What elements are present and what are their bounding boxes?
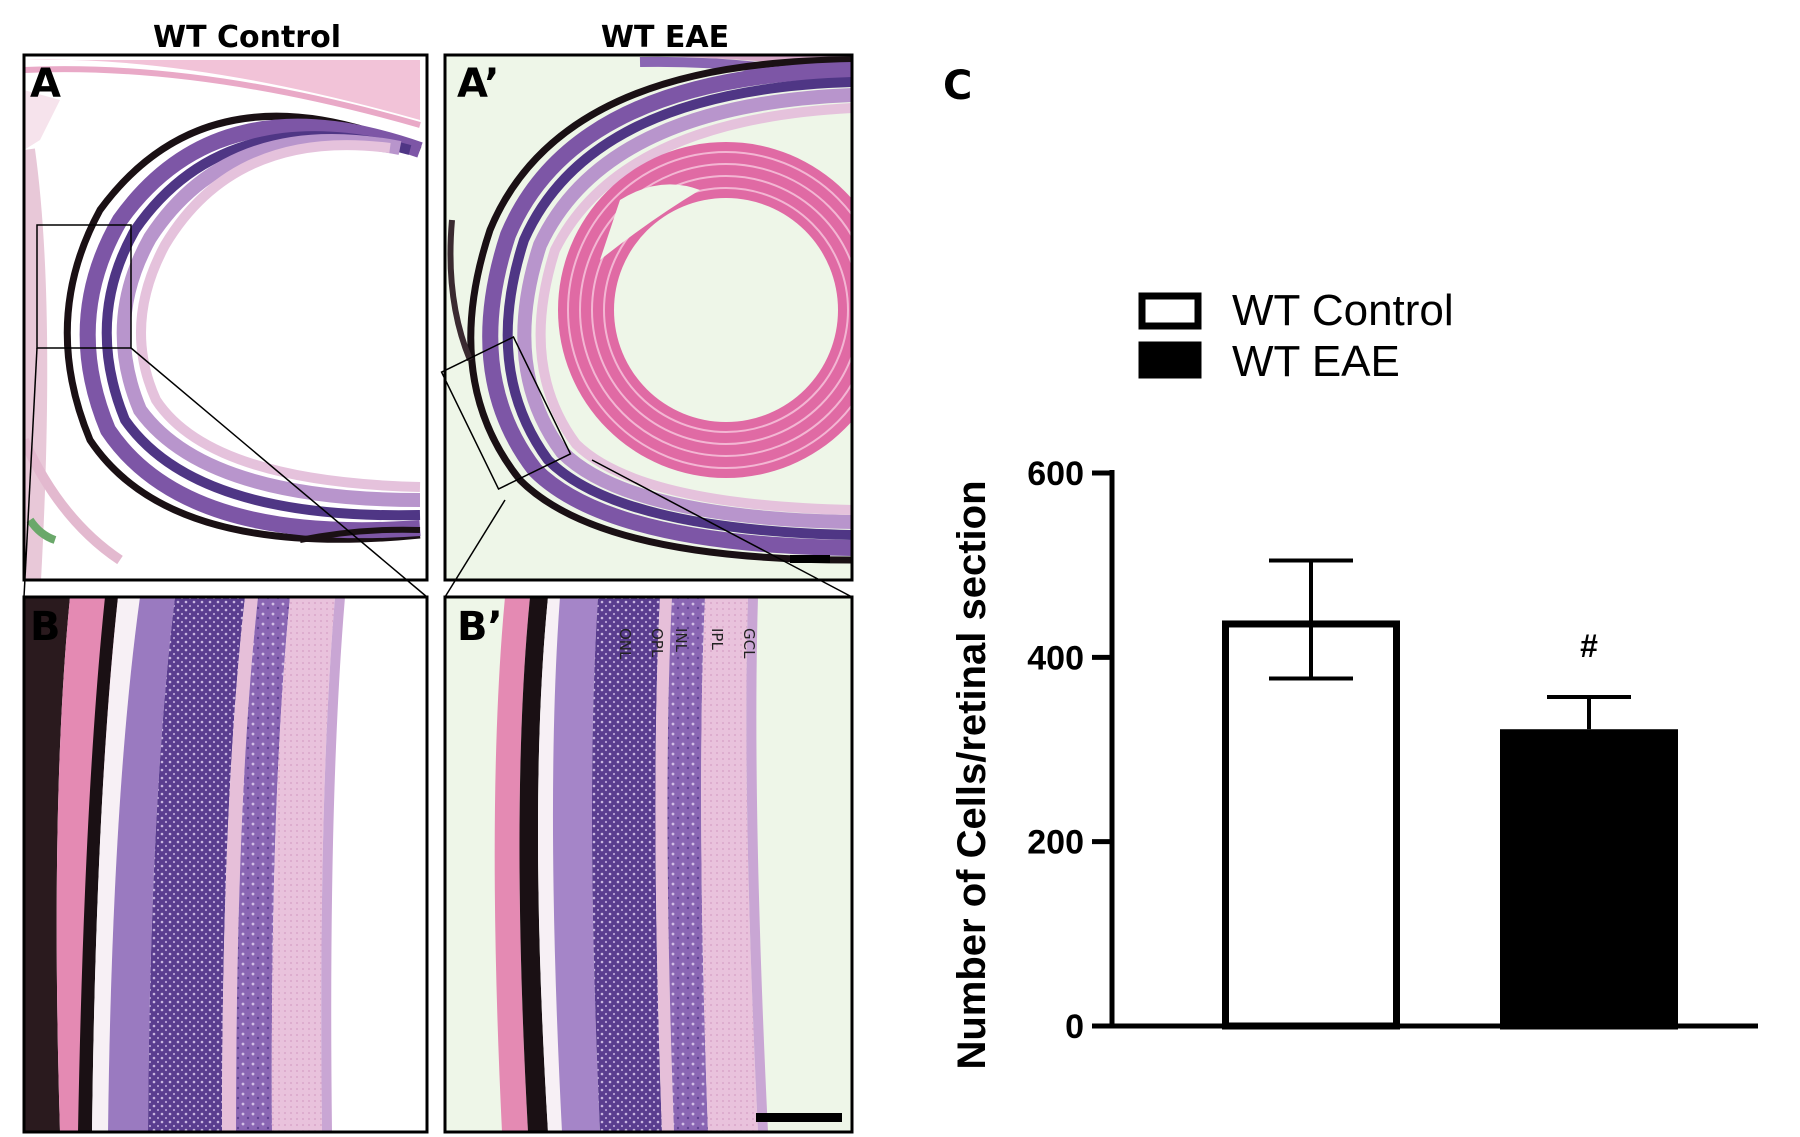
layer-label-inl: INL bbox=[672, 628, 690, 653]
panel-letter-a-prime: A’ bbox=[457, 61, 499, 107]
layer-label-onl: ONL bbox=[616, 628, 634, 660]
micrograph-panel-b-prime: ONL OPL INL IPL GCL bbox=[443, 595, 854, 1134]
panel-letter-c: C bbox=[943, 63, 972, 109]
bar-wt-eae bbox=[1500, 729, 1678, 1030]
legend-swatch-eae bbox=[1138, 341, 1202, 379]
layer-label-opl: OPL bbox=[648, 628, 666, 658]
y-tick-label: 400 bbox=[1027, 639, 1084, 677]
layer-label-gcl: GCL bbox=[740, 628, 758, 659]
column-title-control: WT Control bbox=[153, 20, 341, 55]
y-tick-label: 600 bbox=[1027, 455, 1084, 493]
y-axis-title: Number of Cells/retinal section bbox=[950, 480, 994, 1069]
legend-label-control: WT Control bbox=[1232, 286, 1454, 335]
y-tick-label: 0 bbox=[1065, 1008, 1084, 1046]
panel-letter-b: B bbox=[30, 604, 61, 650]
significance-mark-eae: # bbox=[1580, 628, 1598, 664]
bar-wt-control bbox=[1222, 620, 1400, 1030]
panel-letter-a: A bbox=[30, 61, 61, 107]
legend-swatch-control bbox=[1138, 292, 1202, 330]
bar-chart: WT Control WT EAE Number of Cells/retina… bbox=[950, 286, 1758, 1070]
layer-label-ipl: IPL bbox=[708, 628, 726, 650]
legend-label-eae: WT EAE bbox=[1232, 337, 1400, 386]
zoom-line-ap-right bbox=[591, 459, 853, 598]
zoom-line-a-right bbox=[130, 347, 428, 598]
micrograph-panel-b bbox=[22, 595, 429, 1134]
zoom-line-a-left bbox=[23, 347, 38, 598]
zoom-line-ap-left bbox=[444, 499, 506, 598]
micrograph-panel-a-prime bbox=[440, 53, 854, 582]
column-title-eae: WT EAE bbox=[601, 20, 729, 55]
panel-letter-b-prime: B’ bbox=[457, 604, 503, 650]
y-tick-label: 200 bbox=[1027, 824, 1084, 862]
micrograph-panel-a bbox=[22, 53, 429, 582]
